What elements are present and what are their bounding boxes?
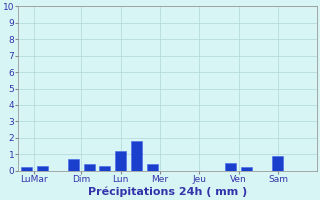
Bar	[36, 166, 48, 171]
Bar	[241, 167, 252, 171]
Bar	[225, 163, 236, 171]
Bar	[100, 166, 110, 171]
Bar	[84, 164, 95, 171]
Bar	[115, 151, 126, 171]
Bar	[272, 156, 284, 171]
X-axis label: Précipitations 24h ( mm ): Précipitations 24h ( mm )	[88, 187, 247, 197]
Bar	[131, 141, 142, 171]
Bar	[147, 164, 158, 171]
Bar	[21, 167, 32, 171]
Bar	[68, 159, 79, 171]
